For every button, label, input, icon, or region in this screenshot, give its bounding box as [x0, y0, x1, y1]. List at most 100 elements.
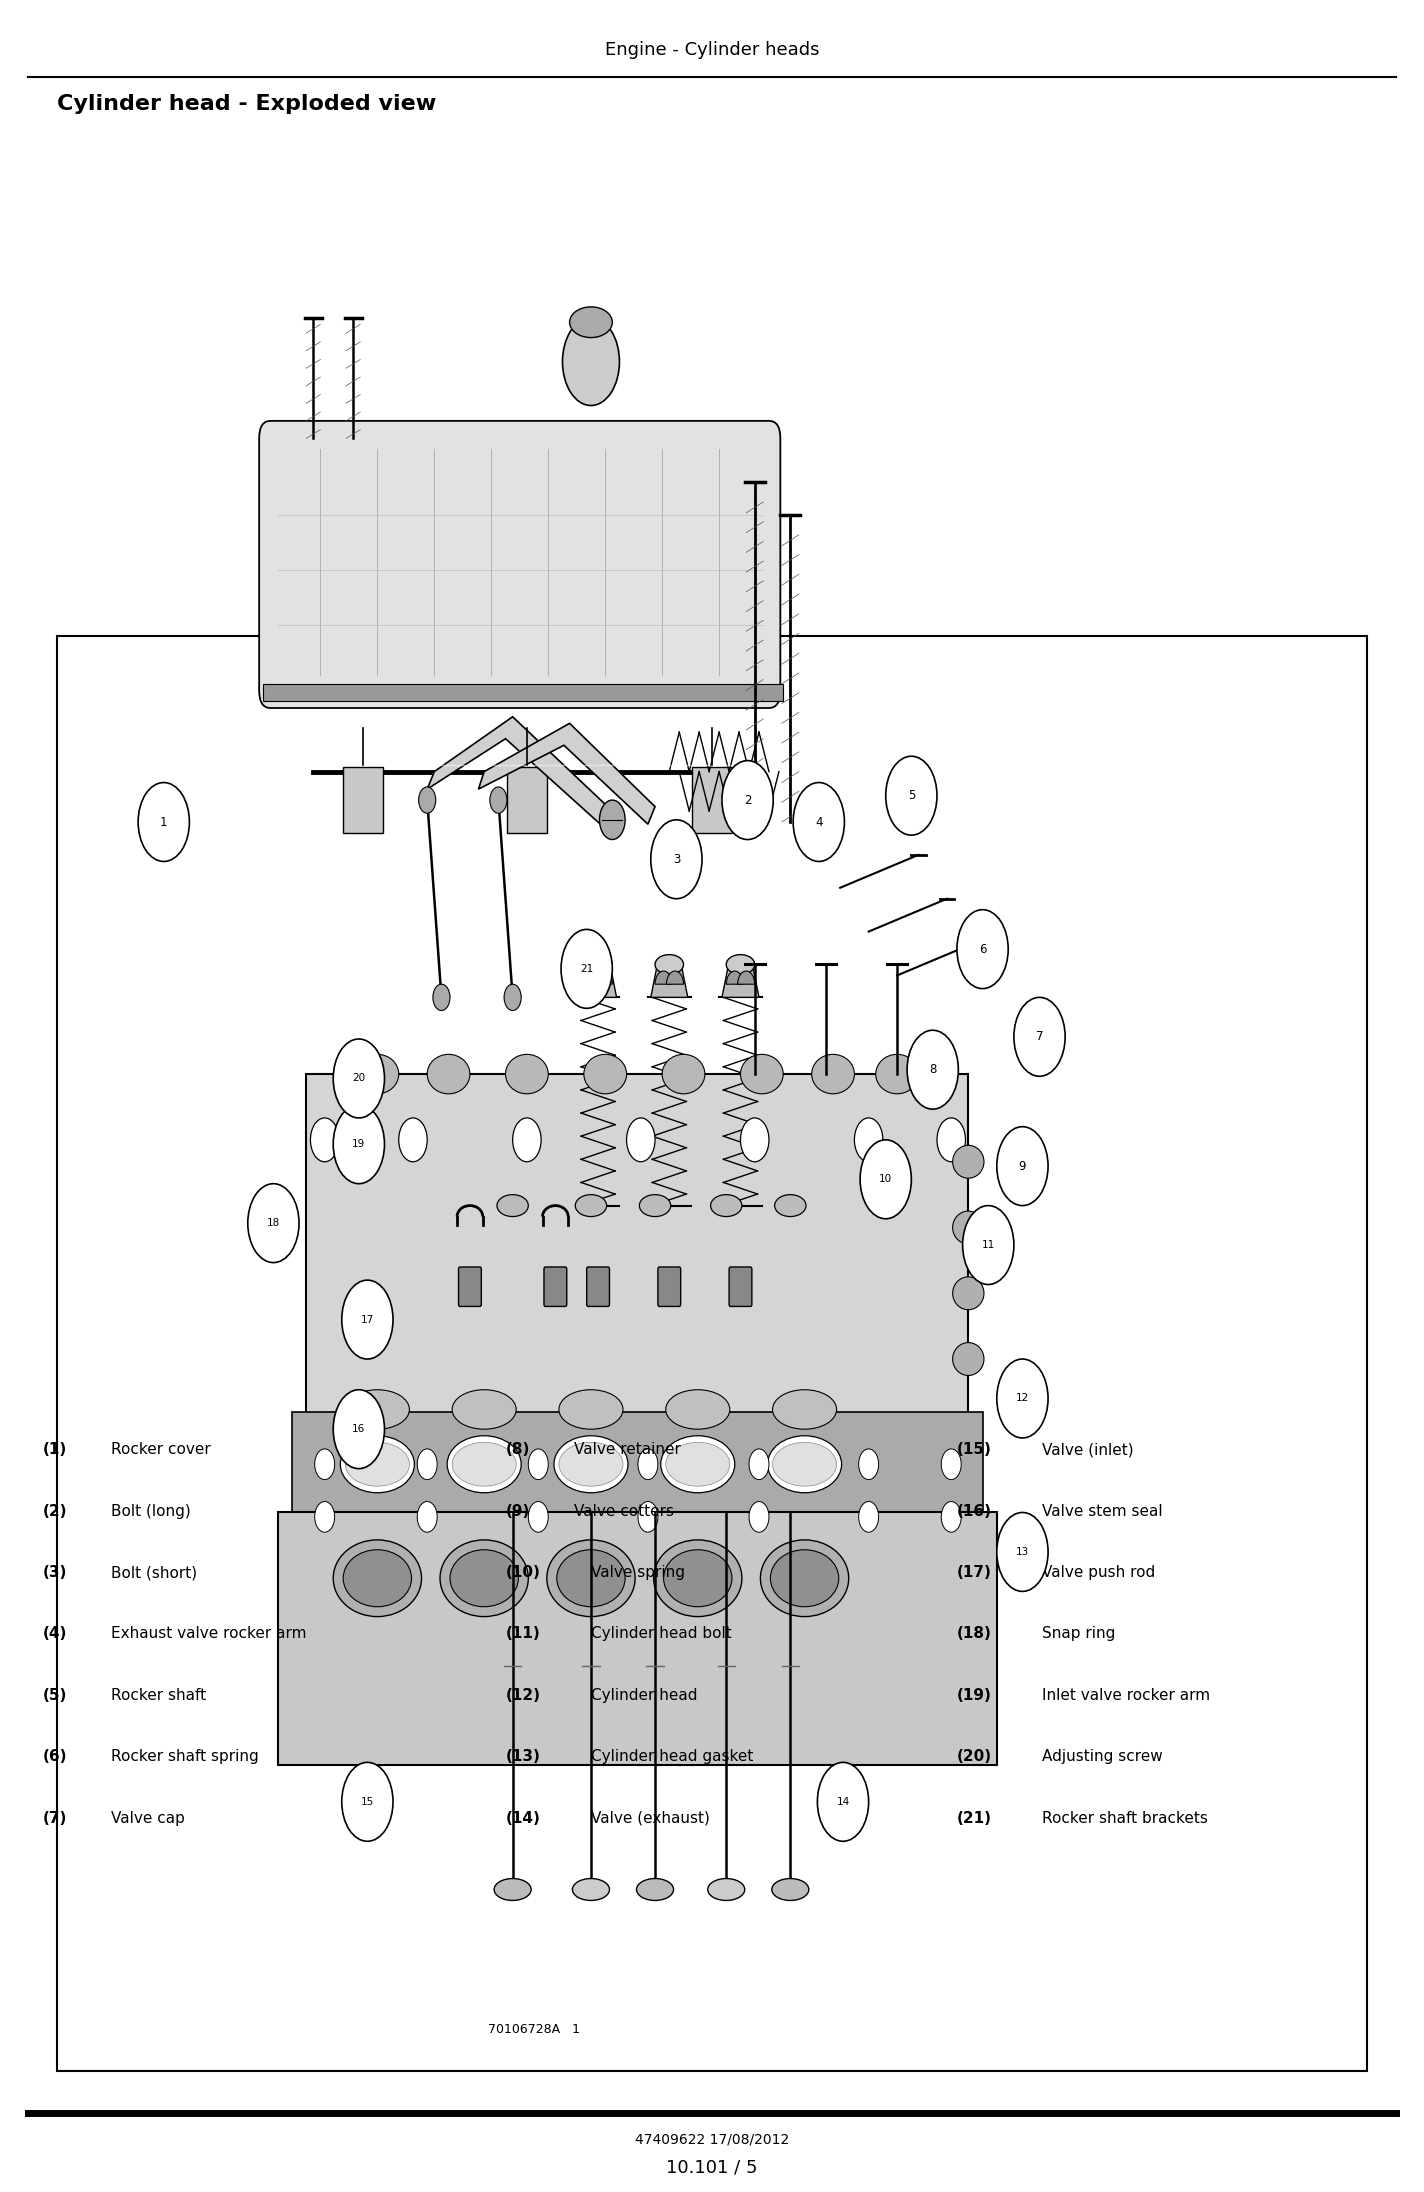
Text: Cylinder head: Cylinder head: [591, 1688, 698, 1703]
Text: Adjusting screw: Adjusting screw: [1042, 1749, 1163, 1765]
Ellipse shape: [772, 1390, 836, 1429]
Wedge shape: [584, 971, 601, 984]
Text: 13: 13: [1015, 1548, 1030, 1556]
Ellipse shape: [772, 1879, 809, 1900]
Circle shape: [433, 984, 450, 1011]
Ellipse shape: [575, 1195, 607, 1217]
Text: 3: 3: [672, 853, 681, 866]
Ellipse shape: [506, 1054, 548, 1094]
Text: 12: 12: [1015, 1394, 1030, 1403]
Circle shape: [997, 1512, 1048, 1591]
Ellipse shape: [876, 1054, 918, 1094]
Text: 5: 5: [907, 789, 916, 802]
Ellipse shape: [547, 1539, 635, 1618]
Text: 2: 2: [743, 794, 752, 807]
Text: (3): (3): [43, 1565, 67, 1580]
Ellipse shape: [343, 1550, 412, 1607]
Text: 16: 16: [352, 1425, 366, 1434]
Polygon shape: [427, 717, 612, 829]
Ellipse shape: [447, 1436, 521, 1493]
Circle shape: [937, 1118, 965, 1162]
Text: (18): (18): [957, 1626, 991, 1642]
Ellipse shape: [953, 1144, 984, 1179]
Ellipse shape: [775, 1195, 806, 1217]
Circle shape: [749, 1502, 769, 1532]
Circle shape: [859, 1502, 879, 1532]
Wedge shape: [726, 971, 743, 984]
Circle shape: [513, 1118, 541, 1162]
FancyBboxPatch shape: [544, 1267, 567, 1306]
Ellipse shape: [345, 1390, 410, 1429]
Text: (7): (7): [43, 1811, 67, 1826]
Circle shape: [941, 1502, 961, 1532]
Circle shape: [854, 1118, 883, 1162]
Ellipse shape: [584, 954, 612, 973]
Text: 15: 15: [360, 1797, 375, 1806]
Text: 47409622 17/08/2012: 47409622 17/08/2012: [635, 2133, 789, 2146]
FancyBboxPatch shape: [259, 421, 780, 708]
Ellipse shape: [497, 1195, 528, 1217]
Text: (9): (9): [506, 1504, 530, 1519]
Circle shape: [886, 756, 937, 835]
Circle shape: [749, 1449, 769, 1480]
Ellipse shape: [356, 1054, 399, 1094]
Circle shape: [651, 820, 702, 899]
Text: Valve (exhaust): Valve (exhaust): [591, 1811, 709, 1826]
Text: 6: 6: [978, 943, 987, 956]
Polygon shape: [651, 969, 688, 997]
Text: 20: 20: [352, 1074, 366, 1083]
Circle shape: [342, 1280, 393, 1359]
FancyBboxPatch shape: [57, 636, 1367, 2071]
Text: (6): (6): [43, 1749, 67, 1765]
Ellipse shape: [558, 1390, 622, 1429]
Ellipse shape: [570, 307, 612, 338]
Text: (15): (15): [957, 1442, 991, 1458]
Circle shape: [638, 1449, 658, 1480]
Circle shape: [561, 929, 612, 1008]
Circle shape: [627, 1118, 655, 1162]
Text: Exhaust valve rocker arm: Exhaust valve rocker arm: [111, 1626, 306, 1642]
Circle shape: [138, 783, 189, 861]
Text: Inlet valve rocker arm: Inlet valve rocker arm: [1042, 1688, 1210, 1703]
Wedge shape: [666, 971, 684, 984]
Wedge shape: [738, 971, 755, 984]
Ellipse shape: [953, 1276, 984, 1311]
Text: (2): (2): [43, 1504, 67, 1519]
Text: 18: 18: [266, 1219, 281, 1228]
Circle shape: [504, 984, 521, 1011]
Text: Cylinder head bolt: Cylinder head bolt: [591, 1626, 732, 1642]
Ellipse shape: [711, 1195, 742, 1217]
Text: Valve spring: Valve spring: [591, 1565, 685, 1580]
Ellipse shape: [340, 1436, 414, 1493]
Ellipse shape: [654, 1539, 742, 1618]
Text: 70106728A   1: 70106728A 1: [488, 2023, 580, 2036]
Circle shape: [941, 1449, 961, 1480]
Polygon shape: [478, 723, 655, 824]
Text: (12): (12): [506, 1688, 541, 1703]
Circle shape: [957, 910, 1008, 989]
Wedge shape: [595, 971, 612, 984]
Text: 8: 8: [928, 1063, 937, 1076]
FancyBboxPatch shape: [658, 1267, 681, 1306]
Text: 19: 19: [352, 1140, 366, 1149]
Circle shape: [963, 1206, 1014, 1285]
Text: 1: 1: [159, 815, 168, 829]
Bar: [507, 767, 547, 833]
Circle shape: [638, 1502, 658, 1532]
Circle shape: [1014, 997, 1065, 1076]
Text: 7: 7: [1035, 1030, 1044, 1043]
Circle shape: [997, 1359, 1048, 1438]
Text: 11: 11: [981, 1241, 995, 1249]
Circle shape: [722, 761, 773, 840]
Text: (10): (10): [506, 1565, 540, 1580]
Circle shape: [740, 1118, 769, 1162]
Circle shape: [907, 1030, 958, 1109]
Text: Valve push rod: Valve push rod: [1042, 1565, 1156, 1580]
Circle shape: [417, 1502, 437, 1532]
Text: Valve retainer: Valve retainer: [574, 1442, 681, 1458]
Text: Snap ring: Snap ring: [1042, 1626, 1116, 1642]
Ellipse shape: [666, 1442, 729, 1486]
Circle shape: [419, 787, 436, 813]
Text: (19): (19): [957, 1688, 991, 1703]
Circle shape: [333, 1105, 384, 1184]
